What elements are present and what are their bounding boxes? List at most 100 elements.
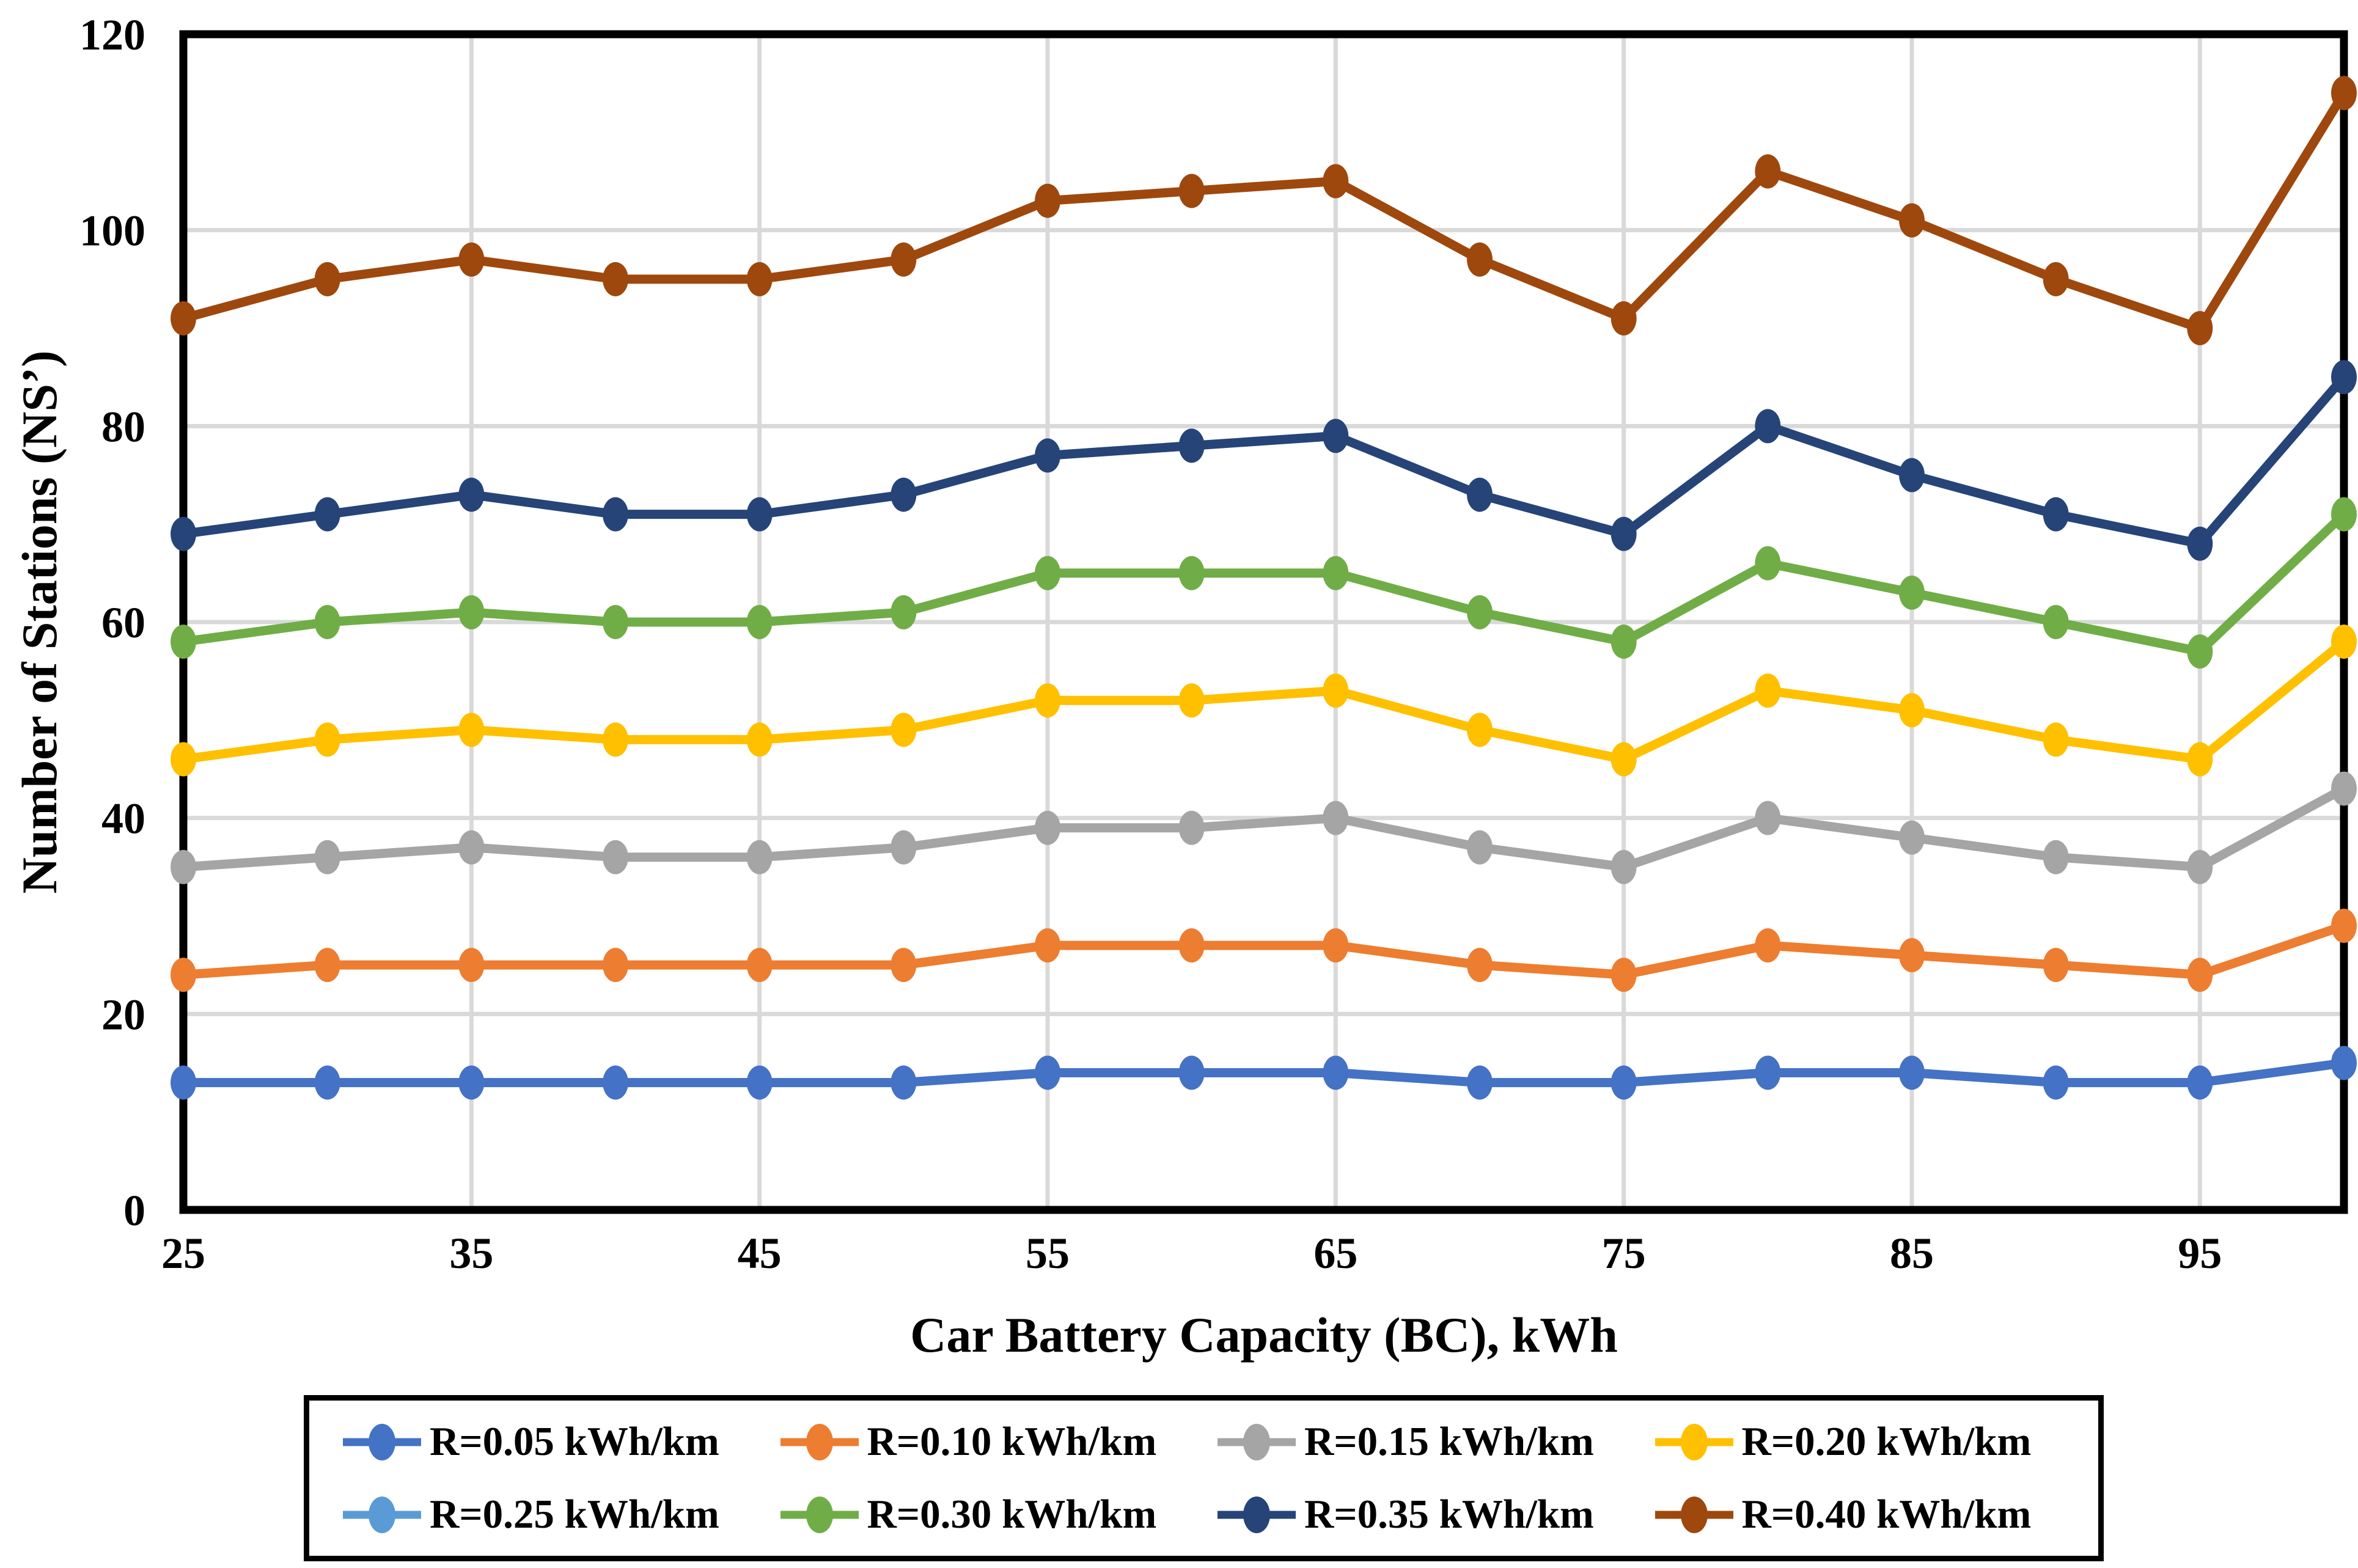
- data-point: [2187, 742, 2213, 777]
- y-tick-label: 80: [101, 402, 145, 451]
- legend-label: R=0.40 kWh/km: [1741, 1492, 2032, 1537]
- data-point: [1755, 673, 1781, 708]
- x-axis-title: Car Battery Capacity (BC), kWh: [910, 1307, 1618, 1363]
- x-tick-label: 35: [449, 1229, 493, 1278]
- data-point: [1611, 1065, 1637, 1100]
- axis-tick-labels: 0 20 40 60 80 100 120 25 35 45 55 65 75 85 95: [79, 10, 2222, 1278]
- data-point: [1035, 1055, 1060, 1090]
- data-point: [746, 948, 773, 983]
- series-line R=0.05 kWh/km: [183, 1058, 2345, 1088]
- data-point: [1755, 800, 1781, 835]
- data-point: [1467, 830, 1493, 865]
- data-point: [1611, 516, 1637, 551]
- data-point: [314, 722, 340, 757]
- data-point: [1323, 1055, 1349, 1090]
- data-point: [603, 1065, 628, 1100]
- data-point: [1035, 928, 1060, 963]
- data-point: [2187, 526, 2213, 561]
- data-point: [2187, 311, 2213, 345]
- legend-label: R=0.35 kWh/km: [1304, 1492, 1594, 1537]
- data-point: [603, 497, 628, 532]
- y-axis-title: Number of Stations (NS’): [12, 350, 67, 893]
- data-point: [1467, 242, 1493, 277]
- data-point: [746, 722, 773, 757]
- data-point: [1755, 1055, 1781, 1090]
- plot-area-border: [179, 30, 2348, 1214]
- data-point: [891, 477, 917, 512]
- data-point: [891, 948, 917, 983]
- data-point: [1611, 742, 1637, 777]
- legend-label: R=0.15 kWh/km: [1304, 1419, 1594, 1464]
- data-point: [1467, 477, 1493, 512]
- data-point: [1899, 693, 1925, 728]
- data-point: [458, 477, 485, 512]
- data-point: [1178, 928, 1205, 963]
- data-point: [746, 262, 773, 296]
- legend-item: R=0.10 kWh/km: [780, 1418, 1218, 1466]
- data-point: [1323, 800, 1349, 835]
- data-point: [1178, 555, 1205, 590]
- data-point: [1178, 174, 1205, 208]
- legend-item: R=0.20 kWh/km: [1655, 1418, 2093, 1466]
- data-point: [2043, 262, 2069, 296]
- x-tick-label: 75: [1602, 1229, 1646, 1278]
- legend-item: R=0.35 kWh/km: [1218, 1491, 1655, 1539]
- data-point: [1755, 928, 1781, 963]
- data-point: [1035, 810, 1060, 845]
- legend-label: R=0.30 kWh/km: [867, 1492, 1157, 1537]
- legend-line-marker-icon: [780, 1423, 859, 1460]
- data-point: [1899, 458, 1925, 493]
- legend-item: R=0.05 kWh/km: [343, 1418, 780, 1466]
- legend-line-marker-icon: [1218, 1423, 1296, 1460]
- data-point: [746, 840, 773, 874]
- data-point: [2043, 497, 2069, 532]
- data-point: [891, 713, 917, 747]
- data-point: [1323, 673, 1349, 708]
- legend-line-marker-icon: [1655, 1496, 1733, 1533]
- data-point: [171, 1065, 196, 1100]
- data-point: [1611, 958, 1637, 992]
- data-point: [2043, 722, 2069, 757]
- data-point: [1323, 419, 1349, 453]
- data-point: [2187, 1065, 2213, 1100]
- data-point: [2187, 634, 2213, 669]
- data-point: [746, 1065, 773, 1100]
- data-point: [1899, 575, 1925, 610]
- legend-label: R=0.20 kWh/km: [1741, 1419, 2032, 1464]
- data-point: [2043, 948, 2069, 983]
- data-point: [314, 262, 340, 296]
- legend-label: R=0.05 kWh/km: [430, 1419, 719, 1464]
- data-point: [2331, 909, 2357, 943]
- gridlines: [183, 34, 2344, 1210]
- data-point: [171, 849, 196, 884]
- data-point: [603, 262, 628, 296]
- series-line R=0.10 kWh/km: [183, 921, 2346, 980]
- y-tick-label: 40: [101, 794, 145, 843]
- y-tick-label: 0: [123, 1186, 145, 1235]
- legend-line-marker-icon: [1218, 1496, 1296, 1533]
- data-point: [458, 830, 485, 865]
- x-tick-label: 45: [738, 1229, 782, 1278]
- series-line R=0.30 kWh/km: [182, 511, 2348, 657]
- data-point: [1467, 1065, 1493, 1100]
- data-point: [171, 958, 196, 992]
- data-point: [314, 1065, 340, 1100]
- series-line R=0.15 kWh/km: [183, 784, 2346, 872]
- data-point: [1035, 183, 1060, 218]
- data-point: [746, 605, 773, 639]
- data-point: [1178, 683, 1205, 718]
- legend-label: R=0.25 kWh/km: [430, 1492, 719, 1537]
- data-point: [2331, 1046, 2357, 1080]
- data-point: [458, 242, 485, 277]
- data-point: [2187, 849, 2213, 884]
- data-point: [2331, 360, 2357, 395]
- legend-line-marker-icon: [343, 1496, 421, 1533]
- x-tick-label: 55: [1026, 1229, 1070, 1278]
- data-point: [171, 516, 196, 551]
- legend-line-marker-icon: [1655, 1423, 1733, 1460]
- x-tick-label: 65: [1313, 1229, 1357, 1278]
- data-point: [2187, 958, 2213, 992]
- data-series: [171, 76, 2357, 1100]
- data-point: [1611, 301, 1637, 335]
